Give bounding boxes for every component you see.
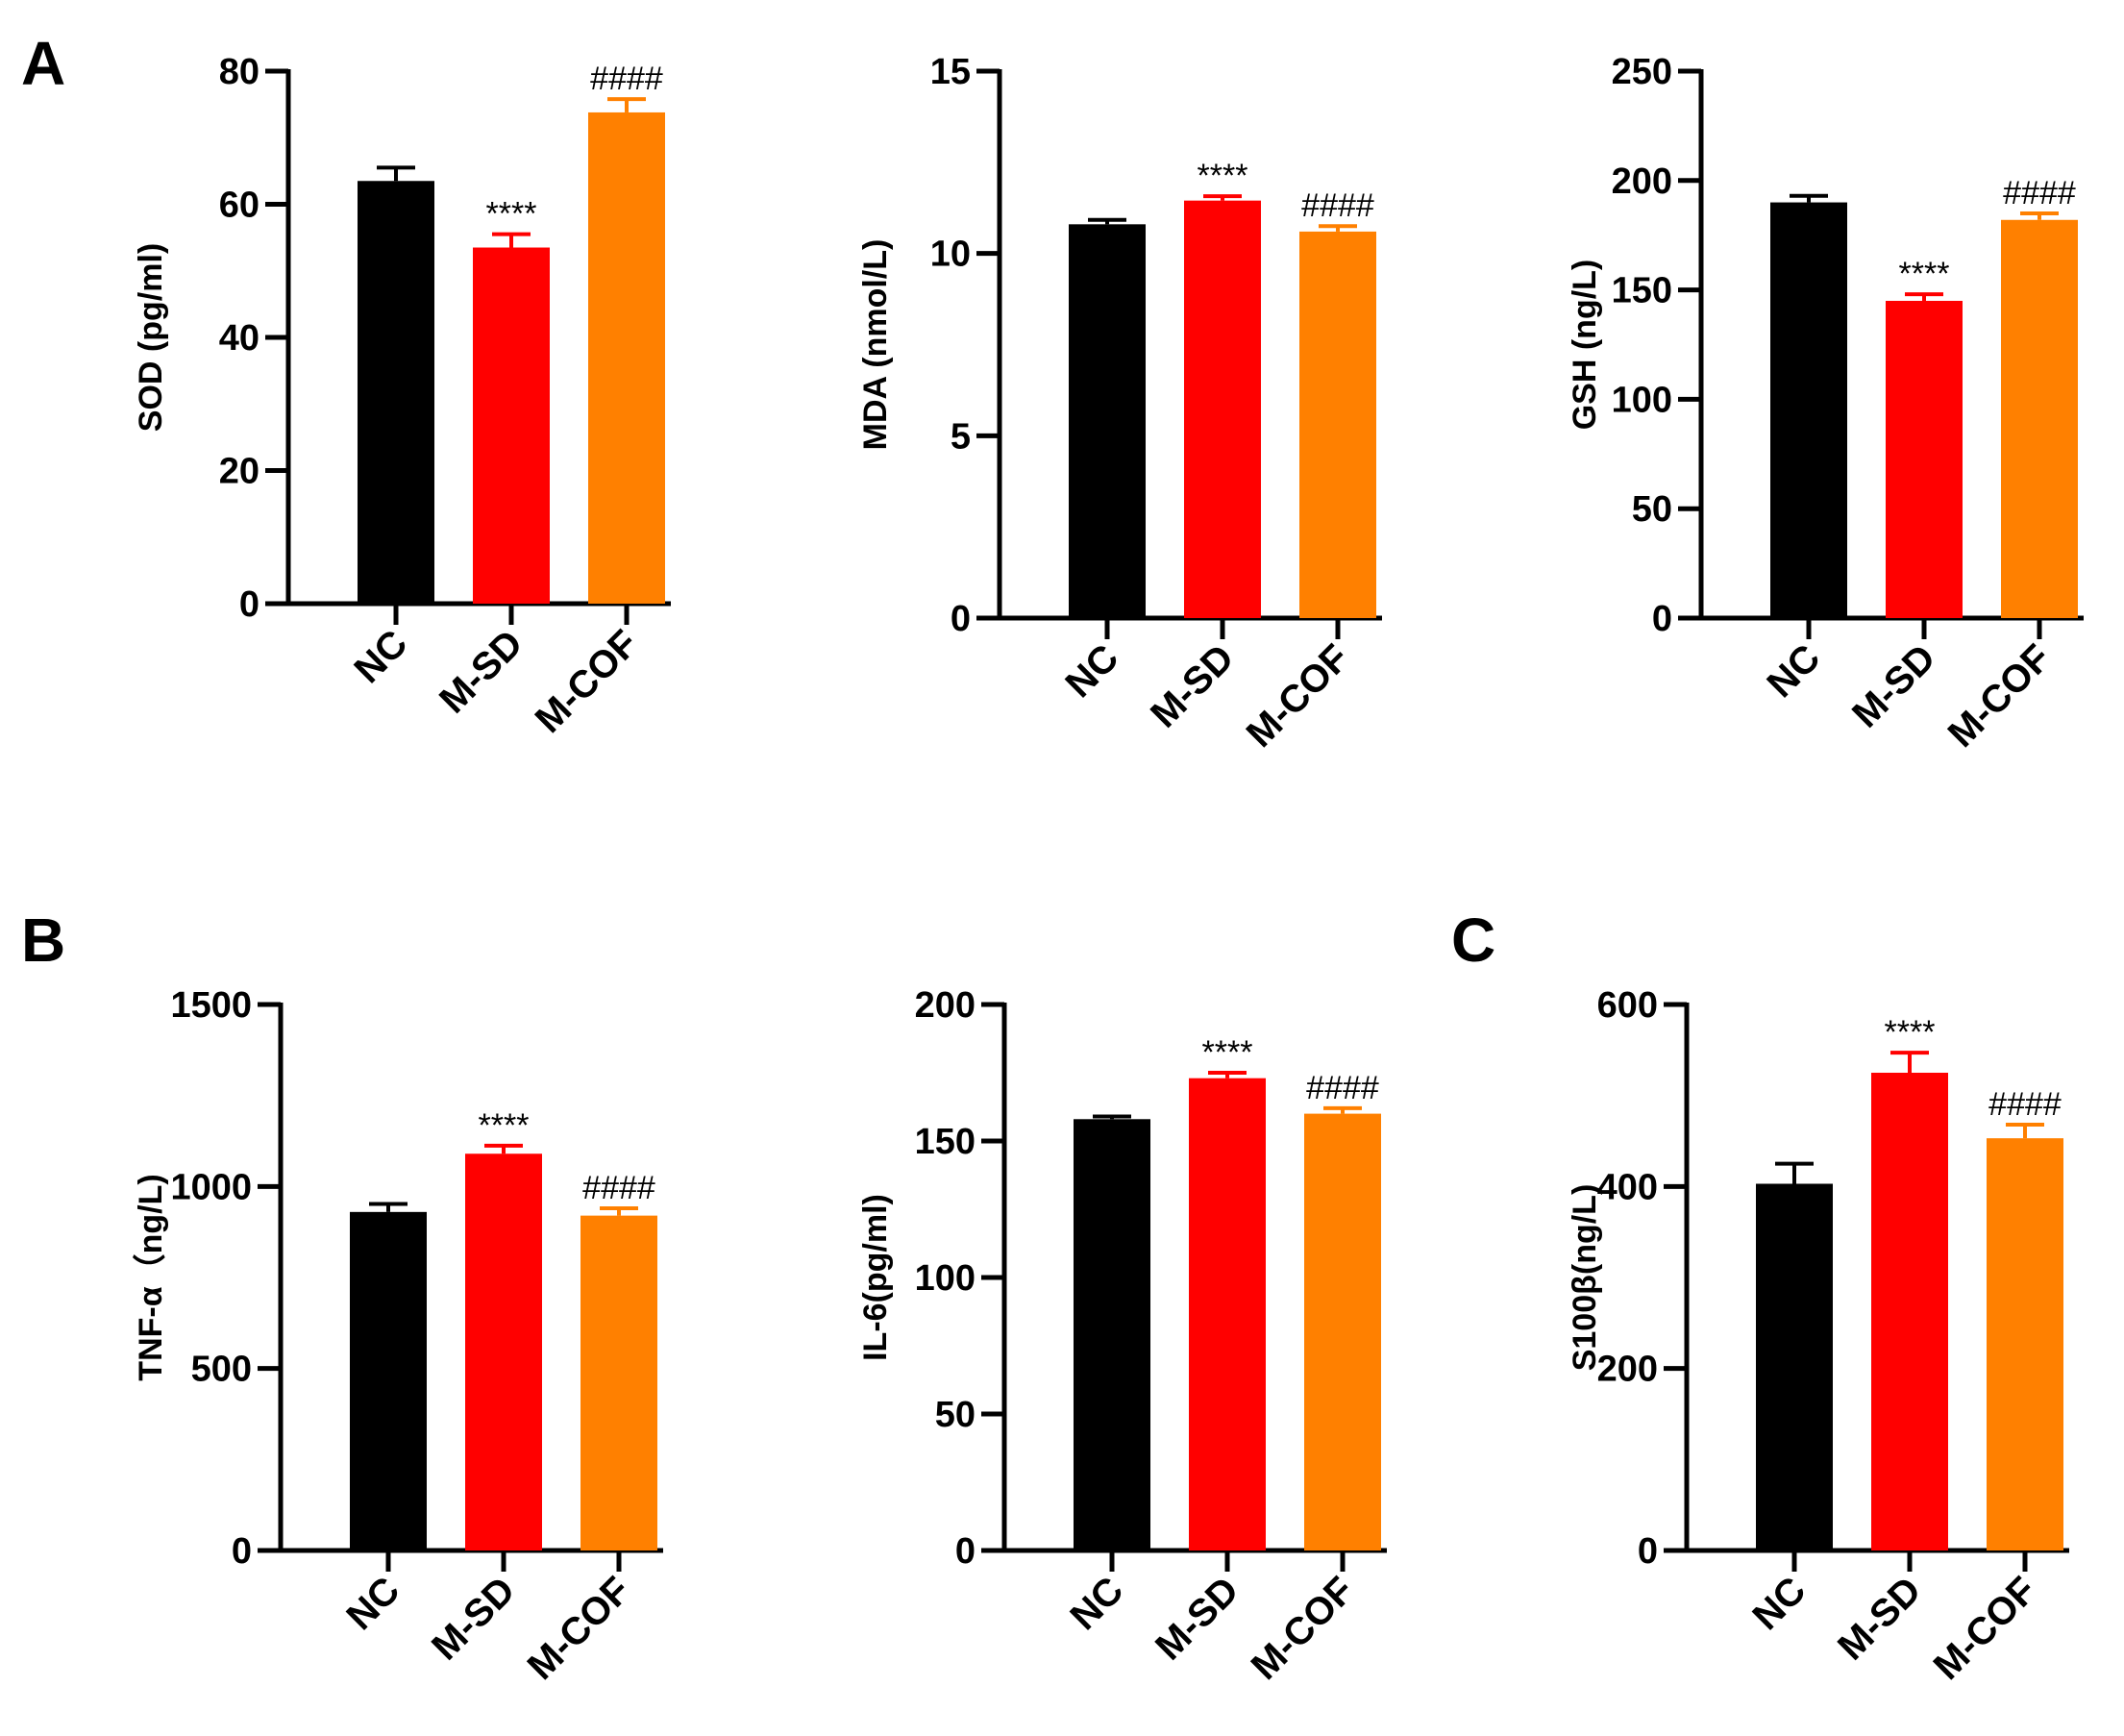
significance-label: **** — [1202, 1034, 1253, 1071]
x-tick-label: M-SD — [1844, 636, 1943, 735]
x-tick-label: M-SD — [432, 622, 531, 721]
bar-m-sd — [473, 247, 550, 604]
y-tick-label: 0 — [232, 1531, 252, 1572]
y-tick-label: 100 — [1612, 380, 1672, 420]
y-tick-label: 200 — [1597, 1350, 1658, 1390]
significance-label: **** — [1198, 158, 1248, 194]
y-tick-label: 60 — [219, 186, 259, 226]
y-tick-label: 150 — [1612, 271, 1672, 311]
y-tick-label: 100 — [915, 1258, 976, 1299]
y-axis-title: IL-6(pg/ml) — [857, 1194, 894, 1361]
x-tick-label: M-COF — [1239, 636, 1358, 756]
bar-nc — [358, 181, 434, 604]
x-tick-label: NC — [346, 622, 415, 691]
significance-label: #### — [590, 61, 663, 97]
y-tick-label: 150 — [915, 1122, 976, 1162]
y-tick-label: 80 — [219, 52, 259, 92]
y-tick-label: 50 — [935, 1395, 976, 1435]
bar-m-sd — [1871, 1073, 1948, 1550]
bar-m-cof — [1299, 231, 1376, 618]
y-tick-label: 0 — [1652, 599, 1672, 639]
y-axis-title: MDA (nmol/L) — [857, 239, 894, 451]
bar-nc — [1770, 202, 1847, 618]
bar-nc — [350, 1211, 427, 1550]
y-tick-label: 400 — [1597, 1167, 1658, 1207]
y-tick-label: 1000 — [170, 1167, 252, 1207]
x-tick-label: M-SD — [1143, 636, 1242, 735]
y-tick-label: 10 — [930, 235, 971, 275]
bar-nc — [1074, 1119, 1150, 1550]
panel-letter-C: C — [1451, 905, 1495, 975]
significance-label: **** — [1885, 1014, 1936, 1051]
significance-label: #### — [1988, 1086, 2062, 1123]
y-tick-label: 600 — [1597, 985, 1658, 1026]
y-tick-label: 200 — [1612, 161, 1672, 202]
x-tick-label: M-COF — [528, 622, 647, 741]
y-axis-title: S100β(ng/L) — [1567, 1184, 1603, 1372]
bar-m-sd — [1189, 1078, 1266, 1550]
x-tick-label: M-COF — [520, 1569, 639, 1688]
bar-m-cof — [580, 1215, 657, 1550]
significance-label: #### — [2003, 175, 2076, 211]
x-tick-label: M-COF — [1926, 1569, 2045, 1688]
x-tick-label: NC — [338, 1569, 408, 1638]
y-tick-label: 0 — [951, 599, 971, 639]
bar-nc — [1756, 1183, 1833, 1550]
x-tick-label: M-COF — [1244, 1569, 1363, 1688]
x-tick-label: M-COF — [1940, 636, 2060, 756]
bar-nc — [1069, 224, 1146, 618]
x-tick-label: M-SD — [1148, 1569, 1247, 1668]
y-axis-title: SOD (pg/ml) — [133, 243, 169, 432]
significance-label: #### — [1301, 187, 1374, 224]
bar-m-cof — [1987, 1138, 2063, 1550]
significance-label: **** — [486, 196, 537, 233]
y-axis-title: GSH (ng/L) — [1567, 260, 1603, 431]
y-tick-label: 1500 — [170, 985, 252, 1026]
bar-m-sd — [465, 1153, 542, 1550]
bar-m-cof — [588, 112, 665, 604]
significance-label: #### — [582, 1170, 655, 1206]
significance-label: #### — [1306, 1070, 1379, 1106]
y-tick-label: 40 — [219, 318, 259, 359]
significance-label: **** — [1899, 256, 1950, 292]
x-tick-label: M-SD — [424, 1569, 523, 1668]
y-tick-label: 500 — [191, 1350, 252, 1390]
y-tick-label: 0 — [239, 584, 259, 625]
significance-label: **** — [479, 1107, 530, 1144]
y-tick-label: 250 — [1612, 52, 1672, 92]
x-tick-label: NC — [1062, 1569, 1131, 1638]
panel-letter-B: B — [21, 905, 65, 975]
x-tick-label: NC — [1744, 1569, 1814, 1638]
bar-m-cof — [1304, 1113, 1381, 1550]
y-tick-label: 0 — [1638, 1531, 1658, 1572]
panel-letter-A: A — [21, 29, 65, 98]
x-tick-label: NC — [1057, 636, 1126, 706]
bar-m-sd — [1886, 300, 1963, 618]
y-tick-label: 50 — [1632, 489, 1672, 530]
y-axis-title: TNF-α（ng/L) — [132, 1174, 169, 1380]
x-tick-label: NC — [1759, 636, 1828, 706]
y-tick-label: 15 — [930, 52, 971, 92]
y-tick-label: 20 — [219, 452, 259, 492]
y-tick-label: 5 — [951, 416, 971, 457]
x-tick-label: M-SD — [1830, 1569, 1929, 1668]
y-tick-label: 0 — [955, 1531, 976, 1572]
bar-m-sd — [1184, 200, 1261, 618]
y-tick-label: 200 — [915, 985, 976, 1026]
bar-m-cof — [2001, 219, 2078, 618]
